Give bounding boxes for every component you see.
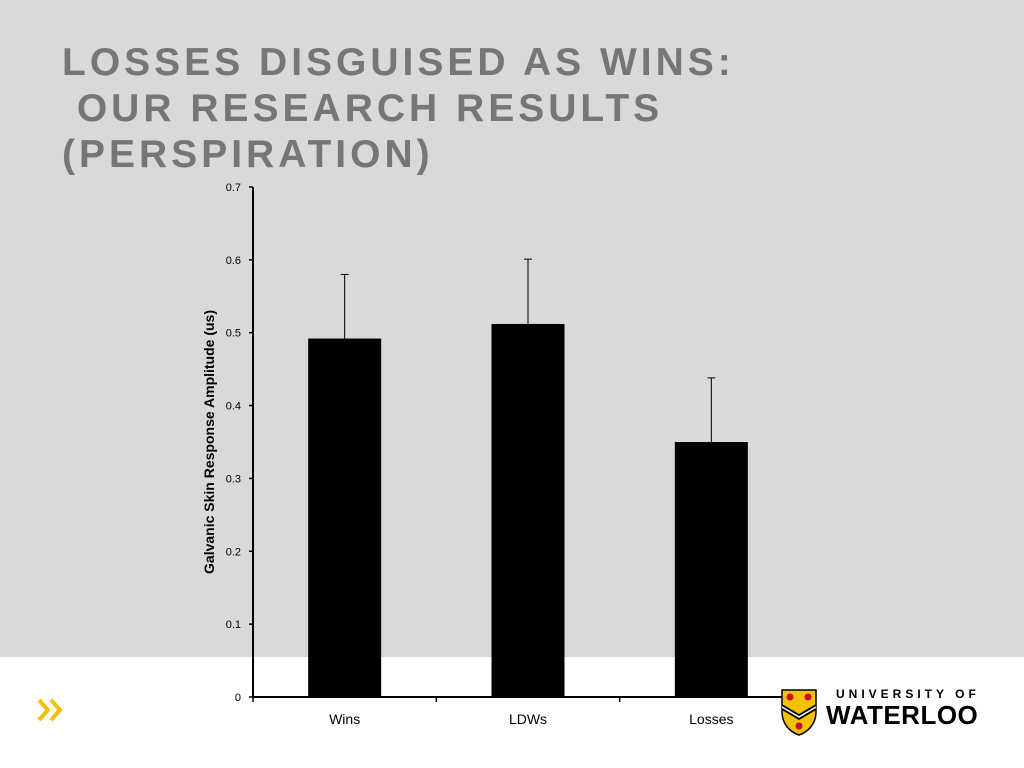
university-logo: UNIVERSITY OF WATERLOO bbox=[780, 686, 990, 738]
title-line-3: (PERSPIRATION) bbox=[62, 133, 434, 176]
x-tick-label-ldws: LDWs bbox=[509, 711, 547, 727]
y-tick-label: 0.3 bbox=[226, 473, 241, 485]
double-chevron-right-icon[interactable] bbox=[36, 693, 66, 729]
y-tick-label: 0 bbox=[235, 692, 241, 704]
y-tick-label: 0.4 bbox=[226, 401, 241, 413]
x-tick-label-losses: Losses bbox=[689, 711, 733, 727]
bar-losses bbox=[674, 442, 748, 697]
title-line-1: LOSSES DISGUISED AS WINS: bbox=[62, 41, 735, 84]
y-tick-label: 0.6 bbox=[226, 255, 241, 267]
double-chevron-right-icon-svg bbox=[37, 698, 63, 722]
bar-ldws bbox=[491, 323, 565, 697]
y-tick-label: 0.7 bbox=[226, 182, 241, 194]
title-line-2: OUR RESEARCH RESULTS bbox=[62, 87, 664, 130]
y-tick-label: 0.2 bbox=[226, 546, 241, 558]
logo-text-line1: UNIVERSITY OF bbox=[836, 687, 980, 701]
y-tick-label: 0.5 bbox=[226, 328, 241, 340]
logo-text-line2: WATERLOO bbox=[826, 700, 979, 730]
university-crest-icon bbox=[781, 689, 817, 736]
bar-wins bbox=[308, 338, 382, 697]
y-axis-label: Galvanic Skin Response Amplitude (us) bbox=[201, 310, 217, 574]
slide-title: LOSSES DISGUISED AS WINS: OUR RESEARCH R… bbox=[62, 40, 735, 178]
x-tick-label-wins: Wins bbox=[329, 711, 360, 727]
y-tick-label: 0.1 bbox=[226, 619, 241, 631]
